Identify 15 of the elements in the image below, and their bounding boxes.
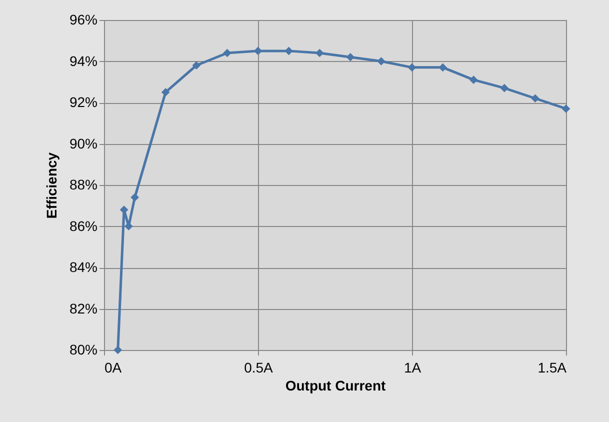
x-tick-label: 1A	[404, 360, 422, 376]
y-tick-label: 80%	[69, 342, 98, 358]
y-tick-label: 84%	[69, 259, 98, 275]
x-tick-label: 0A	[104, 360, 122, 376]
x-tick-label: 0.5A	[244, 360, 274, 376]
y-tick-label: 86%	[69, 218, 98, 234]
y-axis-title: Efficiency	[43, 152, 60, 219]
x-axis-title: Output Current	[285, 378, 386, 394]
x-tick-label: 1.5A	[538, 360, 568, 376]
y-tick-label: 90%	[69, 135, 98, 152]
y-tick-label: 96%	[69, 12, 98, 28]
y-tick-label: 94%	[69, 52, 98, 69]
y-tick-label: 88%	[69, 176, 98, 192]
y-tick-label: 82%	[69, 300, 98, 316]
y-tick-label: 92%	[69, 94, 98, 110]
